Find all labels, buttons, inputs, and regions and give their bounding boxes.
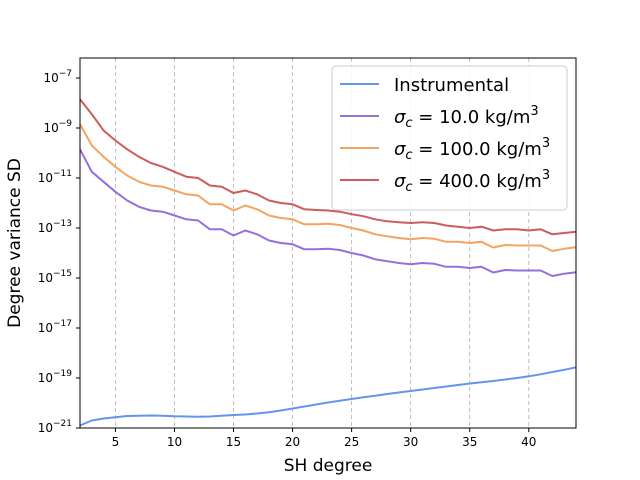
- x-tick-label: 15: [226, 435, 241, 449]
- series-line-1: [79, 148, 577, 277]
- x-tick-label: 20: [285, 435, 300, 449]
- grid: [115, 58, 530, 428]
- legend-label-0: Instrumental: [394, 75, 509, 96]
- series-layer: [79, 98, 577, 427]
- y-tick-label: 10−17: [38, 319, 72, 335]
- legend-box: [331, 65, 568, 211]
- y-tick-label: 10−9: [43, 119, 72, 135]
- series-line-0: [79, 366, 577, 427]
- y-tick-label: 10−15: [38, 269, 72, 285]
- x-tick-label: 10: [167, 435, 182, 449]
- legend: Instrumental σc = 10.0 kg/m3 σc = 100.0 kg…: [331, 65, 568, 211]
- plot-frame: [79, 57, 577, 429]
- y-tick-label: 10−11: [38, 169, 72, 185]
- x-tick-label: 35: [462, 435, 477, 449]
- legend-label-3: σc = 400.0 kg/m3: [394, 168, 550, 195]
- series-line-3: [79, 98, 577, 236]
- x-tick-label: 25: [344, 435, 359, 449]
- y-tick-label: 10−19: [38, 369, 73, 385]
- series-line-2: [79, 123, 577, 252]
- y-axis-ticks: 10−21 10−19 10−17 10−15 10−13 10−11 10−9 10−7: [38, 69, 80, 435]
- y-axis-label: Degree variance SD: [5, 158, 25, 328]
- x-axis-label: SH degree: [284, 456, 373, 476]
- x-tick-label: 5: [112, 435, 120, 449]
- legend-label-2: σc = 100.0 kg/m3: [394, 136, 550, 163]
- x-tick-label: 30: [403, 435, 418, 449]
- y-tick-label: 10−13: [38, 219, 72, 235]
- legend-label-1: σc = 10.0 kg/m3: [394, 104, 539, 131]
- y-tick-label: 10−21: [38, 419, 72, 435]
- x-tick-label: 40: [521, 435, 536, 449]
- x-axis-ticks: 5 10 15 20 25 30 35 40: [112, 428, 536, 449]
- y-tick-label: 10−7: [43, 69, 72, 85]
